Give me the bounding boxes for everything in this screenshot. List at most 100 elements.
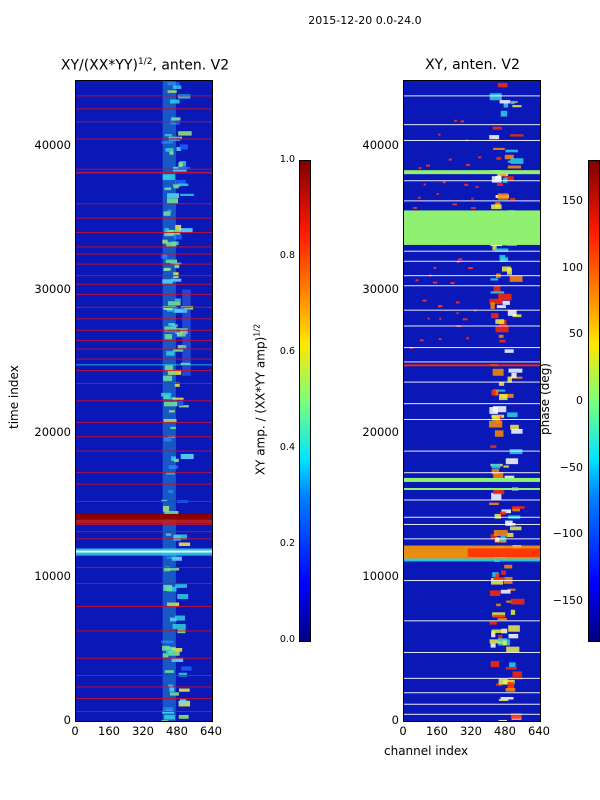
left-red-line: [76, 483, 212, 485]
right-white-line: [404, 677, 540, 679]
left-texture-cell: [171, 648, 183, 652]
colorbar-tick-label: −50: [559, 460, 583, 474]
left-texture-cell: [162, 645, 170, 651]
colorbar-tick-label: 0.0: [279, 634, 295, 645]
right-white-line: [404, 95, 540, 97]
right-speckle: [422, 299, 427, 302]
right-texture-cell: [506, 532, 514, 538]
right-texture-cell: [493, 471, 504, 479]
right-speckle: [417, 196, 421, 199]
right-texture-cell: [491, 204, 502, 210]
right-texture-cell: [494, 513, 502, 519]
right-texture-cell: [502, 640, 507, 646]
right-speckle: [438, 338, 442, 341]
right-texture-cell: [509, 134, 524, 137]
right-texture-cell: [496, 683, 503, 687]
right-texture-cell: [506, 646, 520, 653]
right-texture-cell: [507, 682, 515, 689]
left-texture-cell: [164, 228, 169, 234]
left-red-line: [76, 138, 212, 140]
right-texture-cell: [495, 326, 509, 333]
right-texture-cell: [509, 276, 523, 282]
right-speckle: [423, 183, 426, 186]
right-texture-cell: [498, 334, 504, 338]
left-red-line: [76, 95, 212, 97]
left-texture-cell: [172, 349, 184, 352]
right-speckle: [437, 305, 443, 308]
left-red-line: [76, 710, 212, 712]
left-red-line: [76, 217, 212, 219]
left-texture-cell: [176, 331, 186, 337]
x-tick-label: 640: [528, 724, 550, 738]
right-texture-cell: [489, 639, 502, 644]
left-texture-cell: [180, 306, 194, 310]
right-green-line-3: [404, 488, 540, 491]
right-texture-cell: [492, 406, 507, 413]
left-texture-cell: [164, 334, 173, 340]
right-speckle: [418, 167, 422, 170]
right-texture-cell: [504, 564, 513, 569]
right-texture-cell: [495, 319, 505, 324]
left-texture-cell: [163, 437, 172, 442]
right-texture-cell: [505, 687, 516, 692]
right-speckle: [454, 119, 458, 122]
right-texture-cell: [507, 310, 517, 316]
left-texture-cell: [179, 228, 193, 233]
y-tick-label: 10000: [34, 569, 71, 584]
right-speckle: [466, 337, 470, 340]
right-texture-cell: [505, 520, 513, 526]
left-texture-cell: [165, 148, 174, 152]
right-texture-cell: [497, 193, 509, 200]
right-texture-cell: [510, 101, 515, 105]
left-cyan-band-core: [76, 550, 212, 553]
left-red-line: [76, 605, 212, 607]
left-texture-cell: [168, 465, 179, 470]
right-texture-cell: [496, 305, 507, 309]
right-texture-cell: [498, 634, 503, 640]
right-texture-cell: [507, 376, 512, 383]
right-speckle: [458, 258, 463, 261]
right-white-line: [404, 450, 540, 452]
left-texture-cell: [167, 209, 172, 214]
right-speckle: [478, 156, 482, 159]
left-texture-cell: [164, 510, 179, 515]
left-texture-cell: [161, 254, 168, 259]
left-texture-cell: [168, 323, 175, 326]
right-texture-cell: [500, 110, 508, 117]
right-speckle: [432, 281, 438, 284]
left-red-line: [76, 538, 212, 540]
right-texture-cell: [497, 82, 508, 88]
right-texture-cell: [491, 492, 502, 500]
left-texture-cell: [174, 309, 188, 313]
right-speckle: [464, 183, 469, 186]
right-texture-cell: [489, 502, 499, 506]
left-texture-cell: [167, 193, 180, 198]
left-texture-cell: [173, 272, 179, 278]
x-tick-label: 160: [98, 724, 120, 738]
right-texture-cell: [490, 278, 499, 281]
left-red-line: [76, 293, 212, 295]
left-title-tail: , anten. V2: [152, 57, 230, 74]
right-texture-cell: [491, 469, 500, 475]
right-texture-cell: [509, 197, 516, 201]
left-texture-cell: [177, 183, 189, 187]
left-red-line: [76, 686, 212, 688]
y-tick-label: 0: [63, 713, 71, 727]
left-texture-cell: [165, 259, 178, 263]
right-texture-cell: [491, 464, 501, 469]
left-texture-cell: [169, 617, 177, 622]
left-texture-cell: [163, 267, 171, 271]
colorbar-tick-label: 0.8: [279, 250, 295, 261]
right-texture-cell: [491, 631, 496, 638]
left-texture-cell: [173, 458, 179, 463]
left-red-line: [76, 450, 212, 452]
right-white-line: [404, 538, 540, 540]
right-speckle: [471, 197, 474, 200]
right-green-band: [404, 210, 540, 245]
right-texture-cell: [511, 372, 517, 378]
right-texture-cell: [509, 662, 516, 668]
y-tick-label: 20000: [362, 425, 399, 440]
y-tick-label: 10000: [362, 569, 399, 584]
left-cbar-label-main: XY amp. / (XX*YY amp): [253, 336, 268, 476]
left-texture-cell: [175, 179, 186, 185]
